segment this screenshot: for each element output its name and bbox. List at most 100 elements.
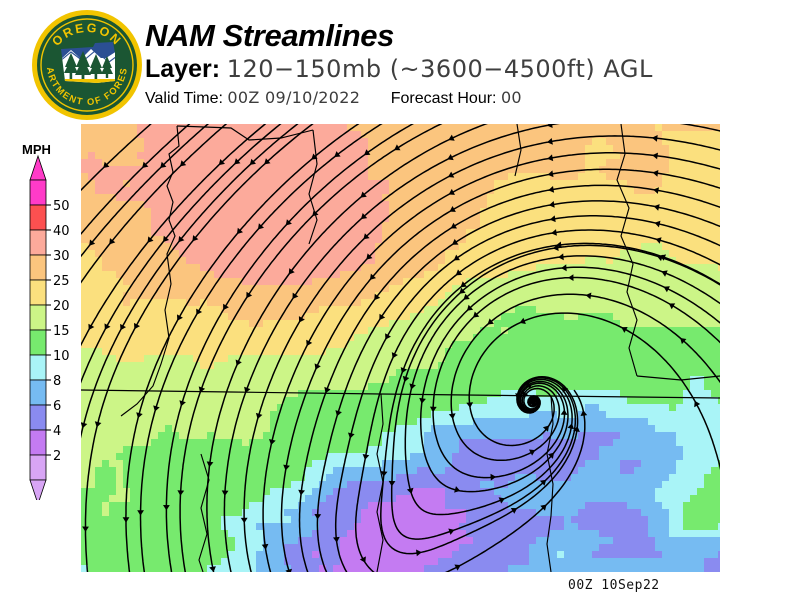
streamline-arrowhead [547, 138, 553, 145]
political-border [176, 125, 314, 141]
streamline [404, 255, 720, 516]
streamline [298, 184, 720, 572]
streamline-arrowhead [362, 454, 370, 460]
streamline-arrowhead [366, 253, 373, 260]
streamline-arrowhead [400, 367, 407, 374]
streamline-arrowhead [388, 480, 396, 487]
colorbar-tick-label: 15 [53, 324, 70, 339]
streamline-arrowhead [257, 223, 264, 230]
streamline-arrowhead [348, 432, 355, 439]
streamline-arrowhead [142, 161, 149, 168]
streamline-arrowhead [539, 479, 547, 486]
streamline-arrowhead [409, 383, 416, 390]
political-border [308, 129, 318, 245]
streamline-arrowhead [103, 161, 110, 168]
streamline-arrowhead [255, 412, 263, 420]
streamline-arrowhead [416, 549, 422, 557]
colorbar-band [29, 279, 47, 306]
streamline-arrowhead [311, 153, 318, 160]
streamline-arrowhead [651, 135, 658, 142]
streamline-arrowhead [104, 323, 111, 330]
colorbar-band [29, 429, 47, 456]
valid-time-label: Valid Time: [145, 90, 223, 107]
map-canvas [81, 124, 720, 572]
streamline [354, 229, 720, 572]
streamline-arrowhead [621, 327, 628, 333]
streamline-arrowhead [312, 210, 319, 217]
streamline [280, 168, 720, 572]
streamline-arrowhead [529, 398, 536, 405]
colorbar-band [29, 379, 47, 406]
streamline [81, 124, 152, 192]
streamline-arrowhead [234, 158, 241, 165]
streamline-arrowhead [314, 514, 322, 520]
colorbar-tick-label: 40 [53, 224, 70, 239]
streamline [262, 152, 720, 572]
streamline-arrowhead [94, 421, 102, 428]
streamline-arrowhead [261, 543, 269, 550]
streamline-arrowhead [449, 206, 456, 212]
streamline-arrowhead [244, 386, 251, 393]
streamline-arrowhead [363, 233, 370, 240]
streamline-arrowhead [163, 505, 170, 511]
timestamp-stamp: 00Z 10Sep22 [568, 578, 660, 593]
streamline-arrowhead [540, 504, 547, 511]
colorbar: MPH 50 40 30 25 20 15 10 8 6 4 2 [8, 140, 76, 500]
streamline-arrowhead [510, 508, 518, 514]
streamline [179, 124, 443, 572]
streamline-arrowhead [519, 317, 526, 324]
layer-label: Layer: [145, 55, 221, 83]
colorbar-band [29, 254, 47, 281]
colorbar-band [29, 304, 47, 331]
streamline-arrowhead [447, 154, 454, 161]
streamline-arrowhead [136, 412, 143, 419]
streamline [316, 200, 720, 572]
streamline-arrowhead [298, 489, 305, 496]
streamline [125, 124, 360, 572]
streamline [334, 215, 720, 572]
streamline-arrowhead [653, 187, 659, 194]
streamline-arrowhead [455, 269, 463, 276]
streamline-arrowhead [81, 422, 88, 429]
streamline-arrowhead [654, 220, 661, 228]
streamline-arrowhead [460, 281, 467, 288]
streamline-arrowhead [196, 308, 203, 315]
streamline-arrowhead [285, 568, 292, 572]
streamline-arrowhead [364, 149, 371, 156]
colorbar-band [29, 329, 47, 356]
streamline-arrowhead [192, 235, 199, 242]
streamline-arrowhead [177, 490, 185, 496]
colorbar-band [29, 179, 47, 206]
streamline-arrowhead [551, 229, 557, 236]
streamline-arrowhead [663, 286, 670, 293]
streamline-arrowhead [463, 293, 470, 300]
streamline-arrowhead [178, 236, 185, 243]
streamline [81, 124, 267, 347]
streamline [380, 242, 720, 555]
streamline-arrowhead [335, 410, 342, 417]
streamline-arrowhead [283, 464, 290, 471]
streamline-arrowhead [694, 400, 701, 408]
streamline-arrowhead [459, 287, 466, 294]
streamline-arrowhead [160, 161, 167, 168]
streamline-arrowhead [369, 273, 376, 280]
streamline-arrowhead [198, 386, 206, 393]
colorbar-tick-label: 4 [53, 424, 61, 439]
streamline-arrowhead [402, 375, 410, 383]
streamline-arrowhead [429, 406, 437, 413]
streamline [81, 124, 228, 284]
streamline-arrowhead [419, 397, 426, 404]
streamline-arrowhead [448, 134, 455, 141]
political-border [120, 125, 180, 417]
streamline-arrowhead [652, 152, 658, 160]
streamline-arrowhead [374, 293, 381, 301]
streamline-arrowhead [137, 510, 144, 516]
layer-line: Layer: 120−150mb (~3600−4500ft) AGL [145, 54, 785, 85]
streamline [84, 124, 314, 572]
colorbar-tick-label: 2 [53, 449, 61, 464]
streamline-arrowhead [122, 517, 130, 523]
streamline-arrowhead [109, 238, 116, 245]
streamline-arrowhead [652, 170, 659, 177]
streamline-arrowhead [324, 386, 331, 394]
streamline-arrowhead [209, 566, 216, 572]
